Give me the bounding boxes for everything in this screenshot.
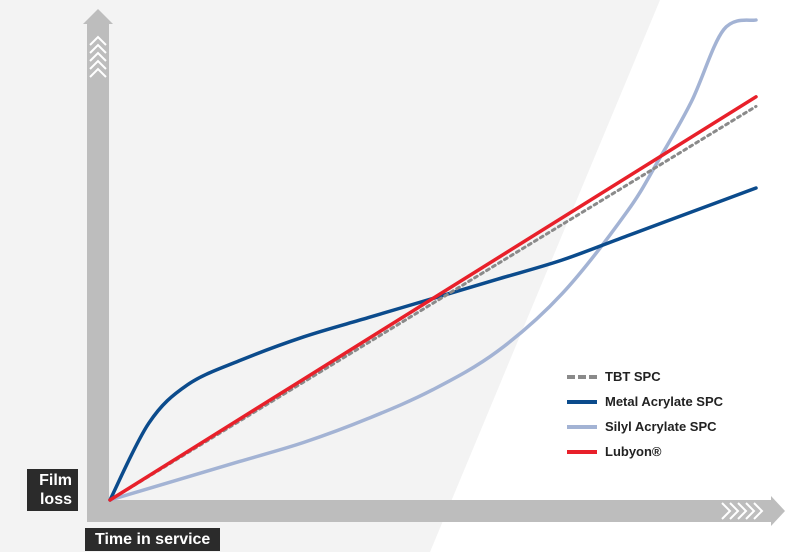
x-axis (87, 496, 785, 526)
legend-swatch-metal-acrylate-spc (567, 399, 597, 404)
y-axis-chevrons-icon (89, 35, 107, 78)
y-axis (83, 9, 113, 502)
series-line-lubyon (108, 95, 758, 502)
y-axis-label: Film loss (27, 469, 78, 511)
x-axis-arrowhead (771, 496, 785, 526)
legend-item-tbt-spc: TBT SPC (567, 364, 723, 389)
legend-swatch-tbt-spc (567, 374, 597, 379)
y-axis-arrowhead (83, 9, 113, 24)
y-axis-bar (87, 22, 109, 502)
legend-label-silyl-acrylate-spc: Silyl Acrylate SPC (605, 419, 717, 434)
x-axis-label: Time in service (85, 528, 221, 551)
legend: TBT SPC Metal Acrylate SPC Silyl Acrylat… (567, 364, 723, 464)
x-axis-chevrons-icon (721, 502, 764, 520)
legend-swatch-silyl-acrylate-spc (567, 424, 597, 429)
legend-item-silyl-acrylate-spc: Silyl Acrylate SPC (567, 414, 723, 439)
legend-label-metal-acrylate-spc: Metal Acrylate SPC (605, 394, 724, 409)
x-axis-bar (87, 500, 773, 522)
legend-item-metal-acrylate-spc: Metal Acrylate SPC (567, 389, 723, 414)
legend-item-lubyon: Lubyon® (567, 439, 723, 464)
background-shade (0, 0, 660, 552)
series-line-silyl-acrylate-spc (108, 18, 758, 502)
series-layer (108, 18, 758, 502)
legend-swatch-lubyon (567, 449, 597, 454)
legend-label-lubyon: Lubyon® (605, 444, 662, 459)
series-line-metal-acrylate-spc (108, 186, 758, 502)
legend-label-tbt-spc: TBT SPC (605, 369, 661, 384)
